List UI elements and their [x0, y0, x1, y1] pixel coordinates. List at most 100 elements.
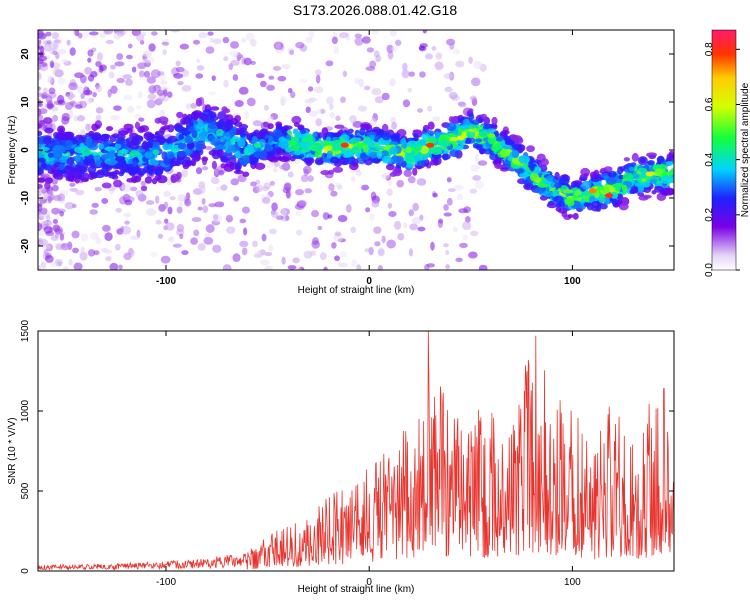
ridge-blob [413, 154, 422, 162]
noise-blob [140, 180, 147, 187]
ridge-blob [266, 135, 274, 143]
noise-blob [365, 207, 371, 213]
ridge-blob [405, 146, 412, 154]
noise-blob [48, 87, 56, 95]
noise-blob [350, 226, 356, 233]
noise-blob [192, 188, 203, 196]
snr-frame [37, 330, 675, 572]
noise-blob [326, 96, 334, 105]
noise-blob [455, 60, 465, 68]
ridge-blob [583, 173, 589, 178]
noise-blob [357, 105, 368, 112]
noise-blob [331, 36, 338, 45]
noise-blob [249, 38, 257, 47]
noise-blob [56, 48, 67, 55]
ridge-blob [600, 167, 607, 172]
ridge-blob [134, 121, 141, 130]
ridge-blob [291, 145, 301, 152]
ridge-blob [395, 155, 404, 163]
ridge-blob [278, 140, 289, 150]
noise-blob [266, 84, 275, 91]
noise-blob [295, 210, 302, 217]
ridge-blob [287, 140, 298, 146]
noise-blob [391, 45, 399, 53]
ridge-blob [74, 177, 80, 184]
noise-blob [256, 249, 266, 257]
ridge-blob [317, 132, 323, 139]
noise-blob [371, 200, 380, 208]
noise-blob [374, 96, 384, 104]
noise-blob [176, 206, 183, 214]
noise-blob [292, 257, 300, 264]
ridge-blob [301, 141, 311, 150]
noise-blob [462, 234, 469, 241]
noise-blob [156, 89, 165, 96]
noise-blob [204, 146, 213, 151]
noise-blob [276, 42, 282, 51]
noise-blob [438, 218, 444, 224]
noise-blob [309, 250, 317, 256]
ridge-blob [504, 139, 515, 146]
ridge-blob [101, 182, 112, 189]
ridge-blob [186, 113, 193, 121]
noise-blob [176, 223, 185, 233]
noise-blob [68, 82, 78, 91]
ridge-blob [499, 149, 510, 158]
noise-blob [134, 113, 142, 119]
noise-blob [337, 214, 348, 223]
noise-blob [295, 188, 305, 196]
ridge-blob [38, 177, 46, 183]
ridge-blob [415, 144, 423, 152]
noise-blob [181, 250, 189, 256]
ridge-blob [578, 177, 588, 182]
noise-blob [339, 251, 348, 258]
noise-blob [268, 75, 275, 80]
noise-blob [473, 60, 483, 70]
ridge-blob [668, 150, 674, 160]
ridge-blob [167, 124, 175, 133]
ridge-blob [65, 139, 73, 149]
noise-blob [115, 207, 122, 213]
noise-blob [327, 214, 333, 219]
noise-blob [166, 91, 173, 98]
noise-blob [386, 188, 393, 197]
noise-blob [136, 229, 141, 238]
noise-blob [268, 228, 277, 235]
noise-blob [165, 222, 175, 231]
noise-blob [76, 115, 86, 122]
noise-blob [57, 193, 66, 202]
noise-blob [393, 220, 402, 230]
noise-blob [114, 61, 125, 67]
noise-blob [53, 68, 62, 77]
noise-blob [277, 75, 287, 82]
noise-blob [330, 190, 338, 197]
ridge-blob [441, 153, 451, 160]
x-tick-label: -100 [156, 577, 176, 588]
noise-blob [308, 110, 318, 117]
noise-blob [311, 209, 320, 218]
noise-blob [222, 36, 230, 44]
noise-blob [190, 102, 197, 109]
ridge-blob [115, 137, 125, 145]
noise-blob [232, 253, 241, 263]
ridge-blob [343, 150, 355, 158]
ridge-blob [649, 178, 658, 184]
x-tick-label: 100 [564, 577, 581, 588]
ridge-blob [267, 123, 274, 130]
noise-blob [51, 32, 59, 40]
noise-blob [105, 256, 112, 262]
noise-blob [148, 85, 157, 94]
x-tick-label: 100 [564, 276, 581, 287]
noise-blob [443, 73, 453, 79]
noise-blob [196, 65, 205, 71]
ridge-blob [309, 142, 319, 152]
noise-blob [208, 91, 217, 96]
noise-blob [80, 233, 89, 242]
noise-blob [105, 39, 115, 44]
noise-blob [354, 33, 363, 39]
ridge-blob [412, 167, 418, 176]
ridge-blob [235, 150, 241, 159]
noise-blob [60, 242, 70, 251]
noise-blob [250, 60, 256, 65]
noise-blob [396, 179, 405, 188]
